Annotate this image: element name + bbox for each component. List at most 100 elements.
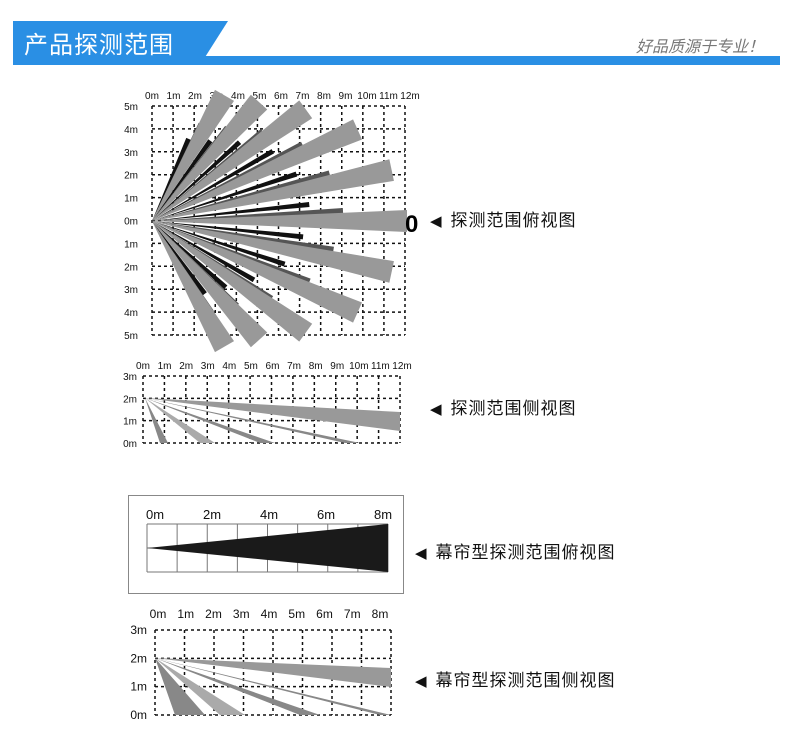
- x-tick-label: 0m: [146, 507, 164, 522]
- arrow-left-icon: ◀: [415, 672, 428, 690]
- detection-beam: [152, 221, 256, 283]
- detection-beam: [152, 210, 407, 232]
- y-tick-label: 3m: [124, 285, 138, 296]
- x-tick-label: 2m: [179, 361, 193, 372]
- detection-beam: [145, 398, 360, 443]
- x-tick-label: 6m: [316, 607, 333, 621]
- y-tick-label: 1m: [124, 194, 138, 205]
- caption-text: 幕帘型探测范围侧视图: [435, 671, 616, 691]
- y-tick-label: 0m: [124, 217, 138, 228]
- y-tick-label: 1m: [123, 417, 137, 428]
- y-tick-label: 2m: [124, 262, 138, 273]
- x-tick-label: 8m: [309, 361, 323, 372]
- x-tick-label: 7m: [344, 607, 361, 621]
- detection-beam: [152, 89, 235, 221]
- detection-beam: [152, 221, 394, 283]
- header-bar: [13, 56, 780, 65]
- detection-beam: [152, 149, 275, 221]
- x-tick-label: 6m: [274, 91, 288, 102]
- y-tick-label: 0m: [123, 439, 137, 450]
- arrow-left-icon: ◀: [430, 400, 443, 418]
- x-tick-label: 12m: [400, 91, 419, 102]
- x-tick-label: 3m: [233, 607, 250, 621]
- x-tick-label: 11m: [371, 361, 390, 372]
- caption-text: 幕帘型探测范围俯视图: [435, 543, 616, 563]
- x-tick-label: 10m: [349, 361, 368, 372]
- detection-beam: [152, 94, 268, 221]
- y-tick-label: 2m: [123, 394, 137, 405]
- y-tick-label: 5m: [124, 102, 138, 113]
- detection-beam: [152, 221, 268, 348]
- x-tick-label: 6m: [266, 361, 280, 372]
- x-tick-label: 7m: [296, 91, 310, 102]
- x-tick-label: 8m: [317, 91, 331, 102]
- detection-beam: [152, 207, 344, 221]
- x-tick-label: 4m: [260, 507, 278, 522]
- caption-text: 探测范围侧视图: [450, 399, 577, 419]
- curtain-beam: [147, 524, 388, 572]
- detection-beam: [152, 100, 313, 221]
- x-tick-label: 9m: [339, 91, 353, 102]
- x-tick-label: 4m: [222, 361, 236, 372]
- detection-beam: [152, 141, 304, 221]
- detection-beam: [152, 221, 286, 267]
- x-tick-label: 0m: [150, 607, 167, 621]
- header-tab: [13, 21, 228, 65]
- detection-beam: [145, 398, 275, 443]
- x-tick-label: 8m: [372, 607, 389, 621]
- x-tick-label: 5m: [288, 607, 305, 621]
- x-tick-label: 5m: [244, 361, 258, 372]
- y-tick-label: 4m: [124, 308, 138, 319]
- x-tick-label: 8m: [374, 507, 392, 522]
- caption-curtain-top: ◀ 幕帘型探测范围俯视图: [415, 538, 616, 563]
- caption-top-view: ◀ 探测范围俯视图: [430, 206, 577, 231]
- side-view-diagram: 0m 1m 2m 3m 4m 5m 6m 7m 8m 9m 10m 11m 12m 3m 2m 1m 0m: [123, 361, 412, 450]
- detection-beam: [155, 658, 391, 715]
- zero-marker: 0: [405, 211, 419, 238]
- x-tick-label: 11m: [379, 91, 398, 102]
- arrow-left-icon: ◀: [415, 544, 428, 562]
- detection-beam: [155, 658, 320, 715]
- x-tick-label: 12m: [392, 361, 411, 372]
- detection-beam: [152, 221, 235, 353]
- detection-beam: [152, 137, 191, 221]
- x-tick-label: 3m: [201, 361, 215, 372]
- x-tick-label: 10m: [357, 91, 376, 102]
- caption-curtain-side: ◀ 幕帘型探测范围侧视图: [415, 666, 616, 691]
- curtain-top-frame: [128, 495, 404, 594]
- detection-beam: [152, 221, 313, 342]
- detection-beam: [145, 398, 168, 443]
- y-tick-label: 4m: [124, 125, 138, 136]
- detection-beam: [152, 221, 304, 240]
- y-tick-label: 5m: [124, 331, 138, 342]
- detection-beam: [152, 221, 228, 290]
- detection-beam: [155, 658, 205, 715]
- y-tick-label: 2m: [124, 171, 138, 182]
- x-tick-label: 2m: [203, 507, 221, 522]
- detection-beam: [145, 398, 215, 443]
- y-tick-label: 1m: [130, 680, 147, 694]
- y-tick-label: 3m: [124, 148, 138, 159]
- y-tick-label: 1m: [124, 239, 138, 250]
- curtain-side-diagram: 0m 1m 2m 3m 4m 5m 6m 7m 8m 3m 2m 1m 0m: [130, 607, 392, 722]
- x-tick-label: 1m: [158, 361, 172, 372]
- detection-beam: [152, 201, 310, 221]
- x-tick-label: 4m: [231, 91, 245, 102]
- x-tick-label: 6m: [317, 507, 335, 522]
- x-tick-label: 1m: [167, 91, 181, 102]
- x-tick-label: 5m: [253, 91, 267, 102]
- x-tick-label: 0m: [145, 91, 159, 102]
- caption-side-view: ◀ 探测范围侧视图: [430, 394, 577, 419]
- curtain-top-diagram: 0m 2m 4m 6m 8m: [146, 507, 392, 573]
- detection-beam: [152, 159, 394, 221]
- page-title: 产品探测范围: [24, 31, 174, 59]
- y-tick-label: 2m: [130, 651, 147, 665]
- detection-beam: [155, 658, 245, 715]
- x-tick-label: 2m: [205, 607, 222, 621]
- x-tick-label: 2m: [188, 91, 202, 102]
- x-tick-label: 7m: [287, 361, 301, 372]
- detection-beam: [145, 398, 400, 431]
- detection-beam: [152, 171, 298, 221]
